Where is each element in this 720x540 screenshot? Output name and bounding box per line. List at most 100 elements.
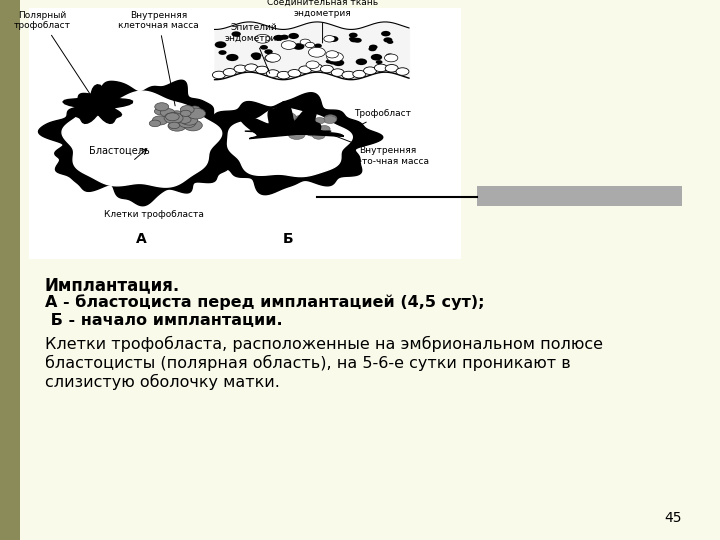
Circle shape <box>356 58 367 65</box>
Circle shape <box>305 42 315 48</box>
Polygon shape <box>63 85 132 123</box>
Circle shape <box>287 126 297 132</box>
Circle shape <box>288 70 301 77</box>
Polygon shape <box>62 91 222 187</box>
Circle shape <box>396 68 409 75</box>
Circle shape <box>169 111 184 119</box>
Circle shape <box>155 103 168 111</box>
Circle shape <box>354 38 361 43</box>
Circle shape <box>277 71 290 79</box>
Text: Эпителий
эндометрия: Эпителий эндометрия <box>225 23 282 73</box>
Circle shape <box>371 54 382 60</box>
Circle shape <box>328 36 338 42</box>
Circle shape <box>364 67 377 75</box>
Circle shape <box>161 109 175 117</box>
Circle shape <box>329 60 337 64</box>
Bar <box>0 0 20 540</box>
Circle shape <box>324 36 335 42</box>
Circle shape <box>310 64 323 71</box>
Text: А: А <box>136 232 146 246</box>
Circle shape <box>386 53 393 58</box>
Text: Полярный
трофобласт: Полярный трофобласт <box>13 11 96 104</box>
Text: А - бластоциста перед имплантацией (4,5 сут);: А - бластоциста перед имплантацией (4,5 … <box>45 294 484 310</box>
Circle shape <box>152 116 168 125</box>
Text: Трофобласт: Трофобласт <box>351 109 412 130</box>
Circle shape <box>251 52 261 59</box>
Circle shape <box>349 32 358 38</box>
Circle shape <box>256 66 269 73</box>
Circle shape <box>289 33 299 39</box>
Circle shape <box>181 116 198 125</box>
Circle shape <box>376 60 382 64</box>
Circle shape <box>312 132 325 139</box>
Circle shape <box>179 118 196 128</box>
Text: слизистую оболочку матки.: слизистую оболочку матки. <box>45 374 279 390</box>
Circle shape <box>280 35 289 40</box>
Circle shape <box>387 40 393 44</box>
Circle shape <box>168 120 186 131</box>
Circle shape <box>178 116 191 124</box>
Circle shape <box>331 69 344 76</box>
Circle shape <box>282 41 296 50</box>
Circle shape <box>266 53 281 62</box>
Circle shape <box>306 61 319 69</box>
Text: Имплантация.: Имплантация. <box>45 276 180 294</box>
Circle shape <box>318 125 330 132</box>
Circle shape <box>314 44 322 48</box>
Circle shape <box>381 31 390 36</box>
Polygon shape <box>38 80 244 206</box>
Circle shape <box>168 122 180 129</box>
Circle shape <box>369 46 377 51</box>
Circle shape <box>299 66 312 73</box>
Circle shape <box>234 65 247 72</box>
Circle shape <box>294 121 304 126</box>
Circle shape <box>374 64 387 72</box>
Circle shape <box>342 71 355 79</box>
Text: Бластоцель: Бластоцель <box>89 146 150 156</box>
Text: бластоцисты (полярная область), на 5-6-е сутки проникают в: бластоцисты (полярная область), на 5-6-е… <box>45 355 570 371</box>
Circle shape <box>184 120 202 131</box>
Text: Соединительная ткань
эндометрия: Соединительная ткань эндометрия <box>267 0 378 43</box>
Circle shape <box>326 51 338 58</box>
Circle shape <box>349 37 355 40</box>
Circle shape <box>292 124 305 131</box>
Circle shape <box>253 55 261 60</box>
Circle shape <box>320 65 333 73</box>
Circle shape <box>218 50 227 55</box>
Circle shape <box>327 52 343 62</box>
Circle shape <box>308 48 325 57</box>
Circle shape <box>226 54 238 61</box>
Circle shape <box>297 126 307 132</box>
Circle shape <box>323 116 336 124</box>
Circle shape <box>325 59 333 64</box>
Circle shape <box>181 110 191 117</box>
Circle shape <box>166 113 179 121</box>
Circle shape <box>282 113 296 122</box>
Text: Б - начало имплантации.: Б - начало имплантации. <box>45 313 282 328</box>
Text: Клетки трофобласта: Клетки трофобласта <box>104 210 204 219</box>
Circle shape <box>324 114 337 122</box>
Circle shape <box>149 120 161 127</box>
Circle shape <box>333 59 344 66</box>
Circle shape <box>353 70 366 78</box>
Circle shape <box>215 41 226 48</box>
Circle shape <box>255 35 270 43</box>
Text: Клетки трофобласта, расположенные на эмбриональном полюсе: Клетки трофобласта, расположенные на эмб… <box>45 336 603 352</box>
Circle shape <box>288 130 305 139</box>
Circle shape <box>274 35 284 41</box>
Circle shape <box>265 54 279 62</box>
Circle shape <box>298 123 312 131</box>
Bar <box>29 8 461 259</box>
Text: Внутренняя
клеточная масса: Внутренняя клеточная масса <box>118 11 199 106</box>
Circle shape <box>164 112 183 124</box>
Circle shape <box>283 120 298 129</box>
Text: 45: 45 <box>665 511 682 525</box>
Circle shape <box>231 31 241 37</box>
Circle shape <box>223 69 236 76</box>
Circle shape <box>245 64 258 71</box>
Circle shape <box>300 39 310 45</box>
Circle shape <box>385 65 398 72</box>
Circle shape <box>189 106 200 112</box>
Circle shape <box>187 108 206 119</box>
Circle shape <box>264 49 273 54</box>
